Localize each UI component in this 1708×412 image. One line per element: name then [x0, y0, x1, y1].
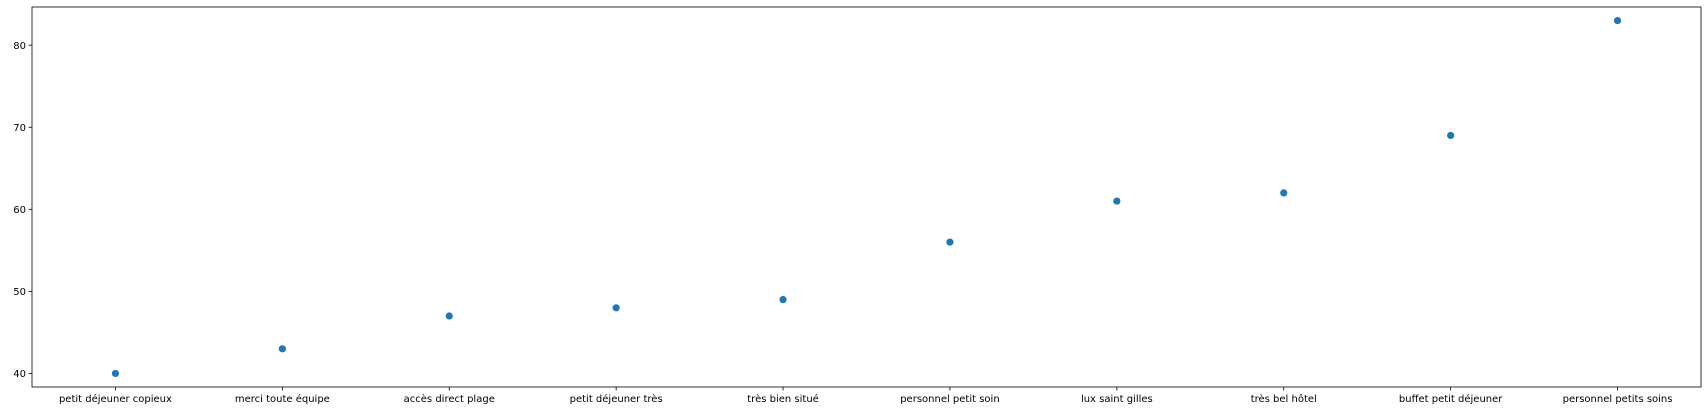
x-tick-label: personnel petit soin — [900, 394, 999, 405]
y-tick-label: 70 — [13, 123, 26, 134]
x-tick-label: lux saint gilles — [1081, 394, 1153, 405]
data-point — [445, 312, 453, 320]
data-point — [779, 295, 787, 304]
y-axis: 40 50 60 70 80 — [13, 41, 32, 380]
y-tick-label: 50 — [13, 287, 26, 298]
data-point — [1113, 197, 1121, 205]
data-point — [1447, 131, 1455, 140]
data-point — [111, 369, 120, 378]
plot-area — [31, 6, 1702, 388]
data-point — [278, 345, 286, 353]
data-point — [946, 238, 954, 246]
x-tick-label: très bel hôtel — [1251, 393, 1317, 405]
x-axis: petit déjeuner copieux merci toute équipe… — [59, 387, 1673, 405]
x-tick-label: petit déjeuner copieux — [59, 393, 172, 405]
x-tick-label: personnel petits soins — [1563, 394, 1673, 405]
x-tick-label: petit déjeuner très — [570, 393, 663, 405]
data-point — [1280, 189, 1288, 197]
x-tick-label: accès direct plage — [404, 393, 495, 405]
data-points — [111, 16, 1622, 378]
data-point — [1613, 16, 1622, 25]
y-tick-label: 60 — [13, 205, 26, 216]
data-point — [612, 304, 620, 312]
y-tick-label: 80 — [13, 41, 26, 52]
x-tick-label: très bien situé — [747, 393, 819, 405]
x-tick-label: buffet petit déjeuner — [1399, 393, 1503, 405]
x-tick-label: merci toute équipe — [235, 393, 330, 405]
y-tick-label: 40 — [13, 369, 26, 380]
